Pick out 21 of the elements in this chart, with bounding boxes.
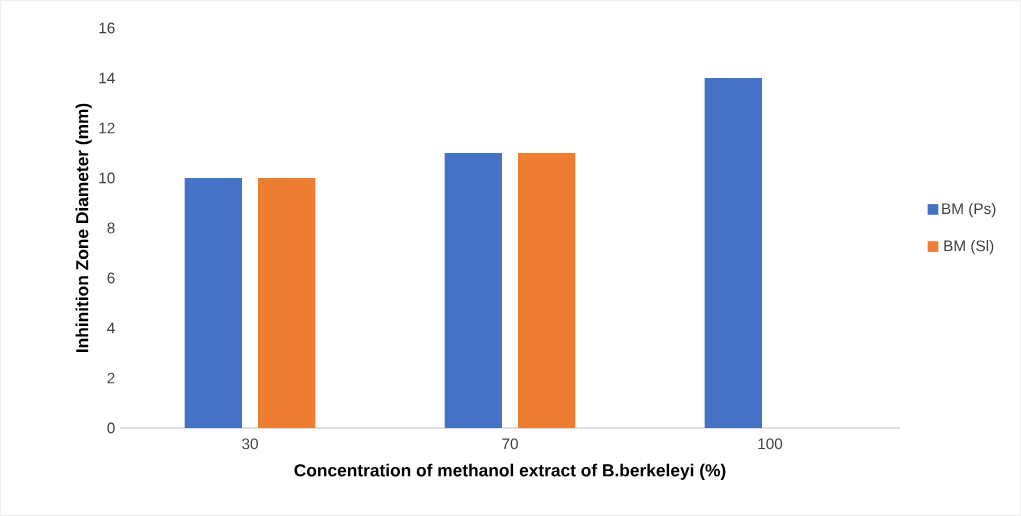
y-tick-label: 6 (107, 272, 115, 284)
x-tick-label: 70 (502, 438, 518, 450)
y-tick-label: 10 (99, 172, 115, 184)
legend-label: BM (Ps) (942, 202, 996, 218)
x-axis-title: Concentration of methanol extract of B.berkeleyi (%) (294, 463, 726, 480)
y-tick-label: 12 (99, 122, 115, 134)
x-tick-label: 100 (758, 438, 783, 450)
bar (518, 152, 576, 428)
x-tick-label: 30 (242, 438, 258, 450)
y-tick-label: 4 (107, 322, 115, 334)
y-tick-label: 2 (107, 372, 115, 384)
y-tick-label: 0 (107, 422, 115, 434)
y-tick-label: 16 (99, 22, 115, 34)
bar (444, 152, 503, 428)
y-axis-title: Inhinition Zone Diameter (mm) (75, 103, 92, 353)
bar (258, 177, 316, 428)
y-tick-label: 8 (107, 222, 115, 234)
bar (184, 177, 243, 428)
y-tick-label: 14 (99, 72, 115, 84)
legend-label: BM (Sl) (944, 239, 994, 255)
bar (704, 77, 762, 428)
